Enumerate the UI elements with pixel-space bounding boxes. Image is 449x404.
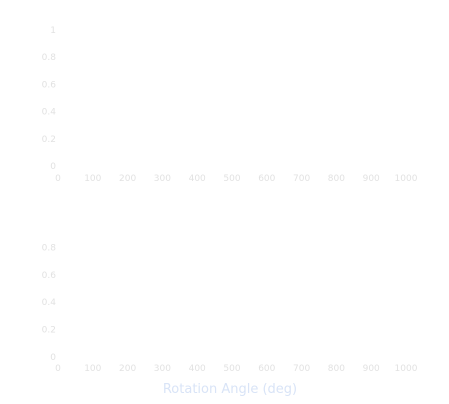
x-tick-label: 500 bbox=[223, 174, 240, 184]
x-tick-label: 500 bbox=[223, 364, 240, 374]
x-axis-title: Rotation Angle (deg) bbox=[163, 382, 297, 397]
x-tick-label: 900 bbox=[363, 364, 380, 374]
x-tick-label: 1000 bbox=[395, 364, 418, 374]
y-tick-label: 0.8 bbox=[42, 53, 57, 63]
x-tick-label: 200 bbox=[119, 174, 136, 184]
y-tick-label: 0 bbox=[50, 353, 56, 363]
y-tick-label: 0.4 bbox=[42, 108, 57, 118]
x-tick-label: 200 bbox=[119, 364, 136, 374]
y-tick-label: 0 bbox=[50, 162, 56, 172]
x-tick-label: 300 bbox=[154, 174, 171, 184]
x-tick-label: 300 bbox=[154, 364, 171, 374]
x-tick-label: 400 bbox=[189, 174, 206, 184]
y-tick-label: 0.4 bbox=[42, 298, 57, 308]
y-tick-label: 0.8 bbox=[42, 243, 57, 253]
x-tick-label: 100 bbox=[84, 364, 101, 374]
x-tick-label: 800 bbox=[328, 364, 345, 374]
y-tick-label: 0.2 bbox=[42, 326, 56, 336]
x-tick-label: 400 bbox=[189, 364, 206, 374]
x-tick-label: 1000 bbox=[395, 174, 418, 184]
y-tick-label: 1 bbox=[50, 26, 56, 36]
y-tick-label: 0.6 bbox=[42, 271, 57, 281]
x-tick-label: 0 bbox=[55, 174, 61, 184]
x-tick-label: 700 bbox=[293, 174, 310, 184]
chart-panel-bottom: 0 100 200 300 400 500 600 700 800 900 1000 0 0.2 0.4 0… bbox=[42, 243, 418, 374]
x-tick-label: 900 bbox=[363, 174, 380, 184]
x-tick-label: 700 bbox=[293, 364, 310, 374]
y-tick-label: 0.6 bbox=[42, 80, 57, 90]
chart-panel-top: 0 100 200 300 400 500 600 700 800 900 1000 0 0.2 0.4 0… bbox=[42, 26, 418, 184]
x-tick-label: 0 bbox=[55, 364, 61, 374]
y-tick-label: 0.2 bbox=[42, 135, 56, 145]
x-tick-label: 100 bbox=[84, 174, 101, 184]
x-tick-label: 600 bbox=[258, 174, 275, 184]
x-tick-label: 800 bbox=[328, 174, 345, 184]
x-tick-label: 600 bbox=[258, 364, 275, 374]
